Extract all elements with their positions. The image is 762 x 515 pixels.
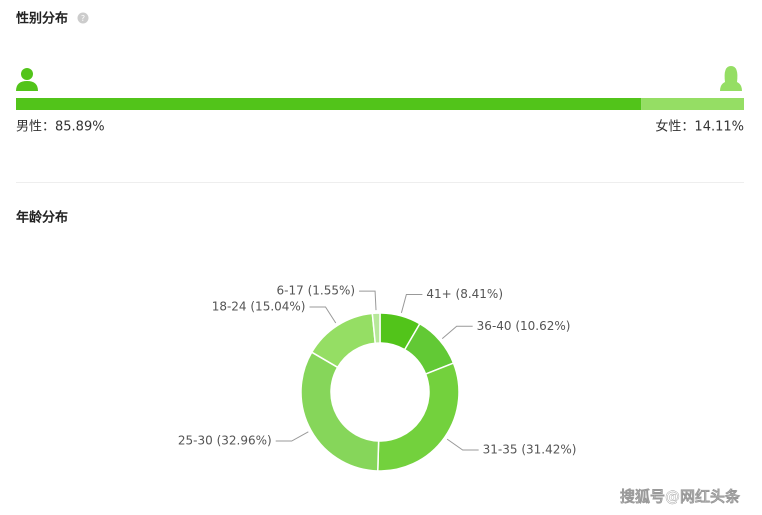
leader-line (309, 306, 337, 324)
leader-line (446, 438, 479, 451)
help-icon[interactable] (77, 12, 89, 24)
leader-line (275, 431, 309, 442)
watermark: 搜狐号@网红头条 (620, 488, 741, 506)
gender-label: 男性：85.89% (16, 120, 105, 135)
slice-label: 18-24 (15.04%) (212, 299, 306, 313)
slice-label: 25-30 (32.96%) (178, 434, 272, 448)
section-title: 年龄分布 (16, 210, 68, 226)
leader-line (441, 325, 473, 340)
female-icon (720, 66, 742, 91)
section-title: 性别分布 (16, 11, 68, 27)
gender-bar (16, 98, 642, 110)
male-icon (16, 68, 38, 91)
slice-label: 41+ (8.41%) (426, 287, 503, 301)
pie-slice (371, 312, 381, 345)
gender-label: 女性：14.11% (655, 119, 744, 135)
slice-label: 6-17 (1.55%) (277, 284, 356, 298)
pie-slice (300, 351, 380, 472)
leader-line (359, 290, 377, 311)
gender-bar (641, 98, 744, 110)
help-icon-mark: ? (81, 14, 85, 23)
slice-label: 36-40 (10.62%) (477, 319, 571, 333)
slice-label: 31-35 (31.42%) (483, 443, 577, 457)
leader-line (400, 294, 423, 313)
pie-slice (376, 362, 460, 472)
